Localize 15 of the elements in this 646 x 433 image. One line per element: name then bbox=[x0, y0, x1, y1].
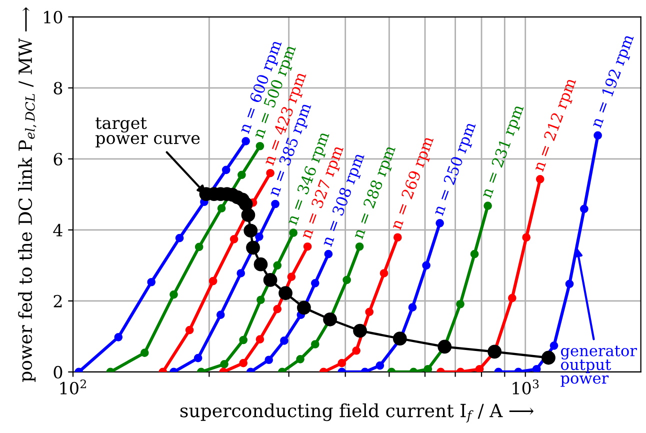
x-axis-title: superconducting field current I$_{f}$ / A ⟶ bbox=[180, 403, 534, 423]
y-tick-label: 0 bbox=[54, 366, 62, 379]
y-tick-label: 8 bbox=[54, 82, 62, 94]
x-tick-label: 10$^{3}$ bbox=[512, 380, 539, 394]
y-tick-label: 10 bbox=[44, 10, 62, 24]
annotation: generator output power bbox=[560, 346, 637, 387]
y-tick-label: 4 bbox=[53, 224, 62, 236]
y-tick-label: 6 bbox=[54, 152, 62, 166]
text: n = 231 rpm bbox=[480, 104, 527, 200]
y-axis-title: power fed to the DC link P$_{el,DCL}$ / MW ⟶ bbox=[18, 7, 36, 382]
text: n = 192 rpm bbox=[590, 33, 637, 130]
annotation: target power curve bbox=[96, 118, 200, 148]
text: n = 212 rpm bbox=[532, 76, 580, 174]
x-tick-label: 10$^{2}$ bbox=[60, 380, 86, 394]
y-tick-label: 2 bbox=[54, 294, 62, 308]
